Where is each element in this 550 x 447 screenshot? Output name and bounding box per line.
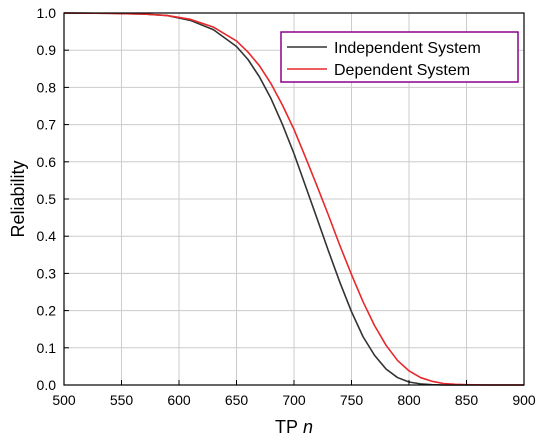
legend-box: [280, 31, 519, 83]
x-tick-label: 500: [52, 392, 76, 408]
x-tick-label: 550: [110, 392, 134, 408]
legend: Independent System Dependent System: [280, 31, 519, 83]
x-tick-label: 600: [167, 392, 191, 408]
x-tick-label: 750: [340, 392, 364, 408]
y-axis-label: Reliability: [8, 160, 28, 237]
legend-label: Independent System: [334, 40, 481, 57]
x-tick-label: 650: [225, 392, 249, 408]
y-tick-label: 0.8: [37, 79, 57, 95]
series-line-dependent-system: [63, 12, 524, 386]
x-axis-label-italic: n: [303, 417, 313, 437]
y-tick-label: 0.4: [37, 228, 57, 244]
y-tick-label: 0.6: [37, 154, 57, 170]
y-tick-label: 0.2: [37, 303, 57, 319]
y-tick-label: 0.5: [37, 191, 57, 207]
label-layer: Reliability TP n: [8, 160, 313, 437]
legend-label: Dependent System: [334, 62, 470, 79]
series-layer: [63, 12, 524, 386]
y-tick-label: 0.1: [37, 340, 57, 356]
x-tick-label: 700: [282, 392, 306, 408]
y-tick-label: 0.0: [37, 377, 57, 393]
y-tick-label: 1.0: [37, 5, 57, 21]
x-tick-label: 850: [455, 392, 479, 408]
y-tick-label: 0.7: [37, 117, 57, 133]
series-line-independent-system: [63, 12, 524, 386]
x-axis-label-text: TP: [275, 417, 298, 437]
y-tick-label: 0.9: [37, 42, 57, 58]
x-axis-label: TP n: [275, 417, 313, 437]
x-tick-label: 900: [512, 392, 536, 408]
x-tick-label: 800: [397, 392, 421, 408]
tick-layer: 500 550 600 650 700 750 800 850 900 0.0 0.1 0.2 0.3 0…: [37, 5, 536, 408]
y-tick-label: 0.3: [37, 265, 57, 281]
